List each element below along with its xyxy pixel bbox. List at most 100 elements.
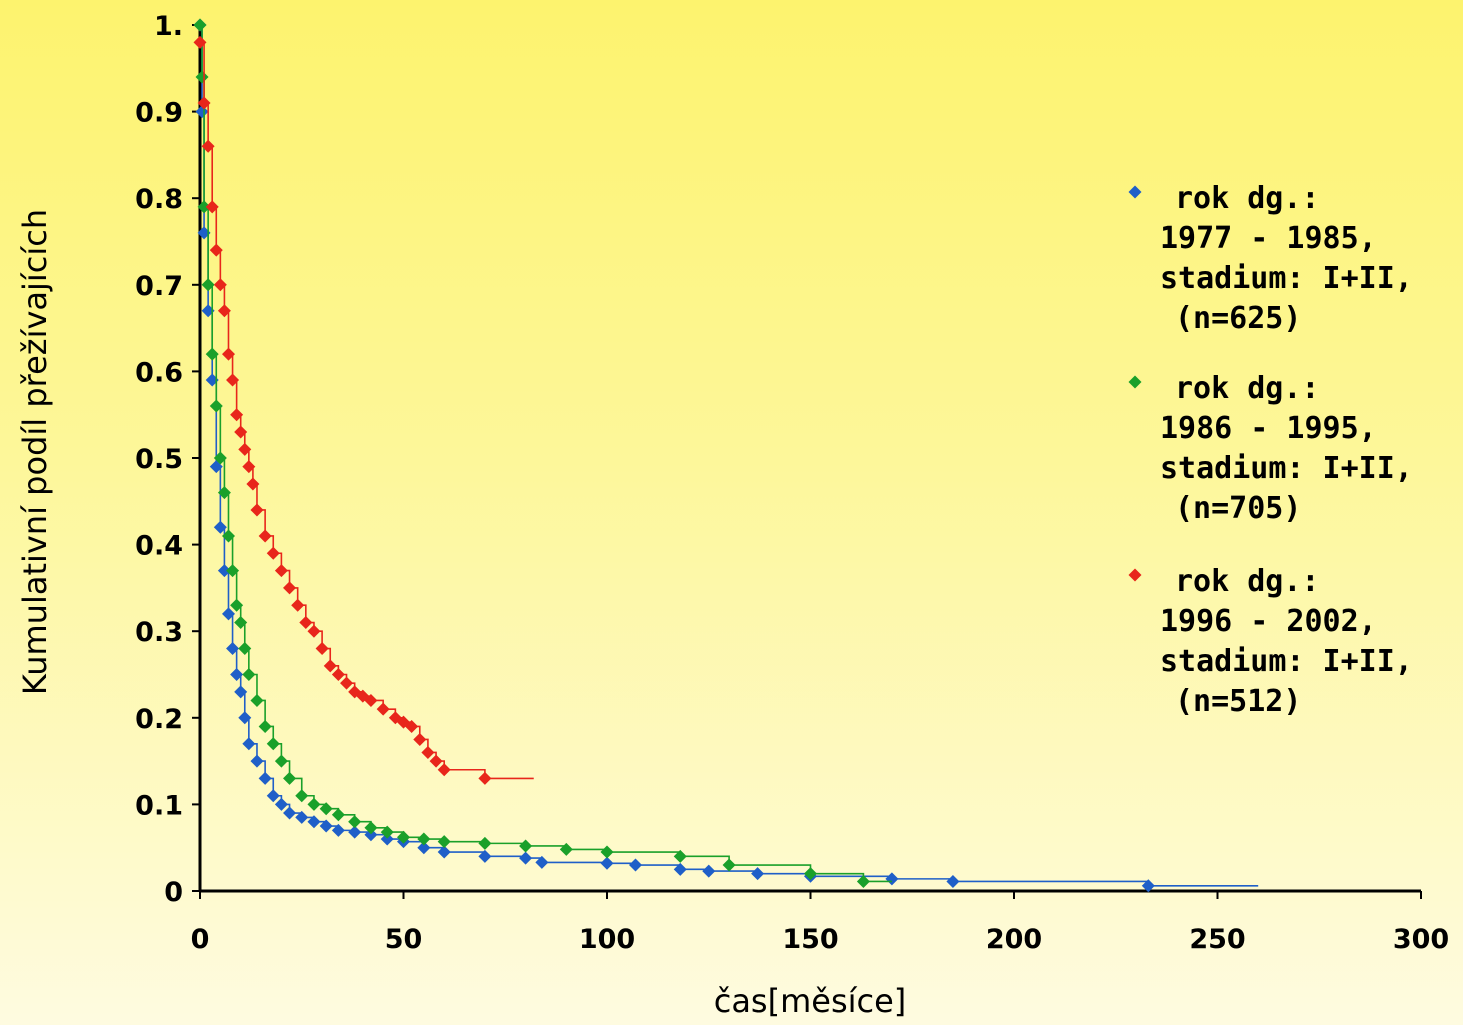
data-point <box>323 659 337 673</box>
data-point <box>258 771 272 785</box>
data-point <box>478 849 492 863</box>
data-point <box>348 825 362 839</box>
data-point <box>242 668 256 681</box>
data-point <box>804 867 817 881</box>
data-point <box>213 451 227 465</box>
data-point <box>417 832 431 846</box>
series-1 <box>193 18 1259 893</box>
data-point <box>331 668 345 681</box>
data-point <box>217 304 231 318</box>
data-point <box>673 862 687 876</box>
legend-entry-3: rok dg.: 1996 - 2002, stadium: I+II, (n=512… <box>1128 564 1413 719</box>
legend-label-line: 1996 - 2002, <box>1160 604 1377 639</box>
x-axis-ticks: 0 50 100 150 200 250 300 <box>191 891 1449 955</box>
data-point <box>319 802 333 816</box>
data-point <box>331 808 345 822</box>
data-point <box>291 598 305 612</box>
data-point <box>250 693 264 707</box>
y-tick-label: 1. <box>154 11 183 42</box>
legend-label-line: stadium: I+II, <box>1160 451 1413 486</box>
data-point <box>429 754 443 768</box>
data-point <box>405 719 419 733</box>
data-point <box>885 872 899 886</box>
y-tick-label: 0 <box>164 877 183 908</box>
y-tick-label: 0.8 <box>135 184 183 215</box>
data-point <box>437 763 451 777</box>
y-axis-title: Kumulativní podíl přežívajících <box>16 209 54 695</box>
y-tick-label: 0.7 <box>135 271 183 302</box>
data-point <box>195 70 209 84</box>
y-tick-label: 0.6 <box>135 357 183 388</box>
data-point <box>221 607 235 621</box>
data-point <box>295 810 309 824</box>
legend-label-line: rok dg.: <box>1175 181 1320 216</box>
data-point <box>299 616 313 630</box>
data-point <box>250 754 264 768</box>
data-point <box>266 789 280 803</box>
data-point <box>600 856 614 870</box>
data-point <box>307 624 321 638</box>
data-point <box>217 564 231 578</box>
data-point <box>307 815 321 829</box>
y-tick-label: 0.1 <box>135 790 183 821</box>
data-point <box>628 858 642 872</box>
legend: rok dg.: 1977 - 1985, stadium: I+II, (n=625… <box>1128 181 1413 719</box>
legend-marker <box>1128 185 1142 199</box>
series-2 <box>193 18 892 888</box>
y-axis-ticks: 0 0.1 0.2 0.3 0.4 0.5 0.6 0.7 0.8 0.9 1. <box>135 11 200 908</box>
data-point <box>437 835 451 849</box>
survival-step-line <box>200 24 892 883</box>
data-point <box>380 832 394 846</box>
data-point <box>364 821 378 835</box>
data-point <box>722 858 736 872</box>
y-tick-label: 0.3 <box>135 617 183 648</box>
data-point <box>364 828 378 842</box>
data-point <box>437 845 451 859</box>
data-point <box>195 105 209 119</box>
data-point <box>1141 879 1155 893</box>
data-point <box>266 546 280 560</box>
x-tick-label: 300 <box>1393 924 1449 955</box>
x-tick-label: 150 <box>782 924 838 955</box>
data-point <box>376 702 390 716</box>
legend-label-line: 1986 - 1995, <box>1160 411 1377 446</box>
data-point <box>283 771 297 785</box>
data-point <box>519 851 533 865</box>
data-point <box>397 830 410 844</box>
data-point <box>197 96 211 110</box>
data-point <box>205 347 219 361</box>
data-point <box>193 35 207 49</box>
data-point <box>421 745 435 759</box>
data-point <box>246 477 260 491</box>
data-point <box>307 797 321 811</box>
data-point <box>348 815 362 829</box>
series-3 <box>193 35 534 785</box>
data-point <box>226 373 240 387</box>
data-point <box>250 503 264 517</box>
data-point <box>274 797 288 811</box>
data-point <box>274 754 288 768</box>
x-tick-label: 100 <box>579 924 635 955</box>
y-tick-label: 0.9 <box>135 98 183 129</box>
data-point <box>197 226 211 240</box>
legend-entry-2: rok dg.: 1986 - 1995, stadium: I+II, (n=705… <box>1128 371 1413 526</box>
data-point <box>519 839 533 853</box>
y-tick-label: 0.2 <box>135 704 183 735</box>
legend-label-line: stadium: I+II, <box>1160 644 1413 679</box>
data-point <box>213 520 227 534</box>
data-point <box>413 732 427 746</box>
x-tick-label: 50 <box>385 924 423 955</box>
data-point <box>230 668 244 681</box>
data-point <box>213 278 227 292</box>
data-point <box>193 18 207 32</box>
legend-marker <box>1128 375 1142 389</box>
data-point <box>283 581 297 595</box>
data-point <box>751 867 765 881</box>
data-point <box>226 564 240 578</box>
x-axis-title: čas[měsíce] <box>714 982 907 1020</box>
data-point <box>201 278 215 292</box>
data-point <box>266 737 280 751</box>
legend-marker <box>1128 568 1142 582</box>
data-point <box>364 693 378 707</box>
series-layer <box>193 18 1259 893</box>
